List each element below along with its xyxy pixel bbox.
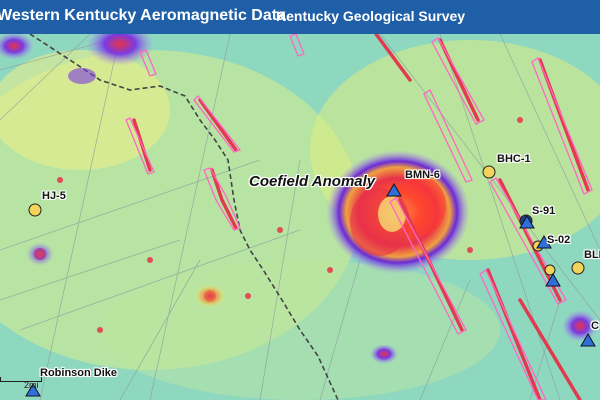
- scale-bar: 2mi: [0, 374, 42, 392]
- well-markers: [25, 165, 596, 397]
- map-view[interactable]: Coefield Anomaly HJ-5 BMN-6 BHC-1 S-91 S…: [0, 34, 600, 400]
- organization-title[interactable]: Kentucky Geological Survey: [276, 8, 466, 24]
- dike-outlines: [125, 34, 593, 400]
- triangle-s02: [536, 235, 552, 249]
- place-label-robinson-dike[interactable]: Robinson Dike: [40, 367, 118, 379]
- well-bl-marker: [571, 261, 585, 275]
- county-boundary: [29, 34, 339, 400]
- well-label-bmn6[interactable]: BMN-6: [405, 169, 440, 181]
- north-anomaly: [86, 34, 154, 66]
- well-hj5-marker: [28, 203, 42, 217]
- scale-bar-line: [0, 377, 42, 382]
- coefield-anomaly-label: Coefield Anomaly: [249, 173, 376, 190]
- well-label-bl[interactable]: BLE: [584, 249, 600, 261]
- well-label-s91[interactable]: S-91: [532, 205, 556, 217]
- triangle-bmn6: [386, 183, 402, 197]
- app-header: Western Kentucky Aeromagnetic Data Kentu…: [0, 0, 600, 34]
- app-title: Western Kentucky Aeromagnetic Data: [0, 7, 286, 24]
- well-label-c[interactable]: C: [591, 320, 599, 332]
- triangle-c: [580, 333, 596, 347]
- linework: [0, 34, 600, 400]
- well-label-s02[interactable]: S-02: [547, 234, 571, 246]
- aeromagnetic-map-canvas: [0, 34, 600, 400]
- well-bhc1-marker: [482, 165, 496, 179]
- triangle-robinson: [25, 383, 41, 397]
- scale-bar-text: 2mi: [24, 380, 39, 390]
- well-label-hj5[interactable]: HJ-5: [42, 190, 66, 202]
- well-label-bhc1[interactable]: BHC-1: [497, 153, 531, 165]
